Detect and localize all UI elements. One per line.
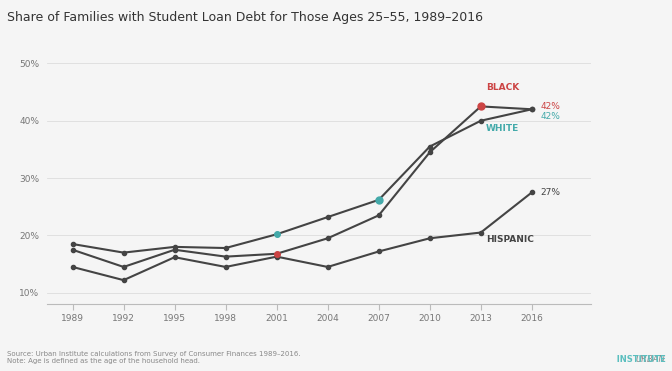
Text: HISPANIC: HISPANIC xyxy=(486,236,534,244)
Text: URBAN: URBAN xyxy=(636,355,665,364)
Text: WHITE: WHITE xyxy=(486,124,519,132)
Text: Share of Families with Student Loan Debt for Those Ages 25–55, 1989–2016: Share of Families with Student Loan Debt… xyxy=(7,11,482,24)
Text: 27%: 27% xyxy=(540,188,560,197)
Text: 42%: 42% xyxy=(540,102,560,111)
Text: INSTITUTE: INSTITUTE xyxy=(611,355,665,364)
Text: Source: Urban Institute calculations from Survey of Consumer Finances 1989–2016.: Source: Urban Institute calculations fro… xyxy=(7,351,300,364)
Text: BLACK: BLACK xyxy=(486,83,519,92)
Text: 42%: 42% xyxy=(540,112,560,121)
